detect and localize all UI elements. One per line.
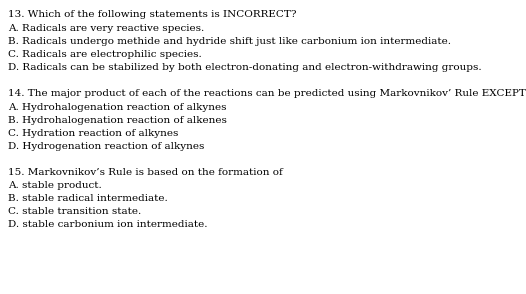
Text: D. Radicals can be stabilized by both electron-donating and electron-withdrawing: D. Radicals can be stabilized by both el… <box>8 63 482 72</box>
Text: A. Radicals are very reactive species.: A. Radicals are very reactive species. <box>8 24 204 33</box>
Text: A. stable product.: A. stable product. <box>8 181 102 190</box>
Text: A. Hydrohalogenation reaction of alkynes: A. Hydrohalogenation reaction of alkynes <box>8 103 227 112</box>
Text: 14. The major product of each of the reactions can be predicted using Markovniko: 14. The major product of each of the rea… <box>8 89 526 98</box>
Text: C. stable transition state.: C. stable transition state. <box>8 207 141 216</box>
Text: B. Radicals undergo methide and hydride shift just like carbonium ion intermedia: B. Radicals undergo methide and hydride … <box>8 37 451 46</box>
Text: 13. Which of the following statements is INCORRECT?: 13. Which of the following statements is… <box>8 10 297 19</box>
Text: D. stable carbonium ion intermediate.: D. stable carbonium ion intermediate. <box>8 220 207 229</box>
Text: D. Hydrogenation reaction of alkynes: D. Hydrogenation reaction of alkynes <box>8 142 205 151</box>
Text: 15. Markovnikov’s Rule is based on the formation of: 15. Markovnikov’s Rule is based on the f… <box>8 168 283 177</box>
Text: B. stable radical intermediate.: B. stable radical intermediate. <box>8 194 168 203</box>
Text: B. Hydrohalogenation reaction of alkenes: B. Hydrohalogenation reaction of alkenes <box>8 116 227 125</box>
Text: C. Hydration reaction of alkynes: C. Hydration reaction of alkynes <box>8 129 178 138</box>
Text: C. Radicals are electrophilic species.: C. Radicals are electrophilic species. <box>8 50 202 59</box>
